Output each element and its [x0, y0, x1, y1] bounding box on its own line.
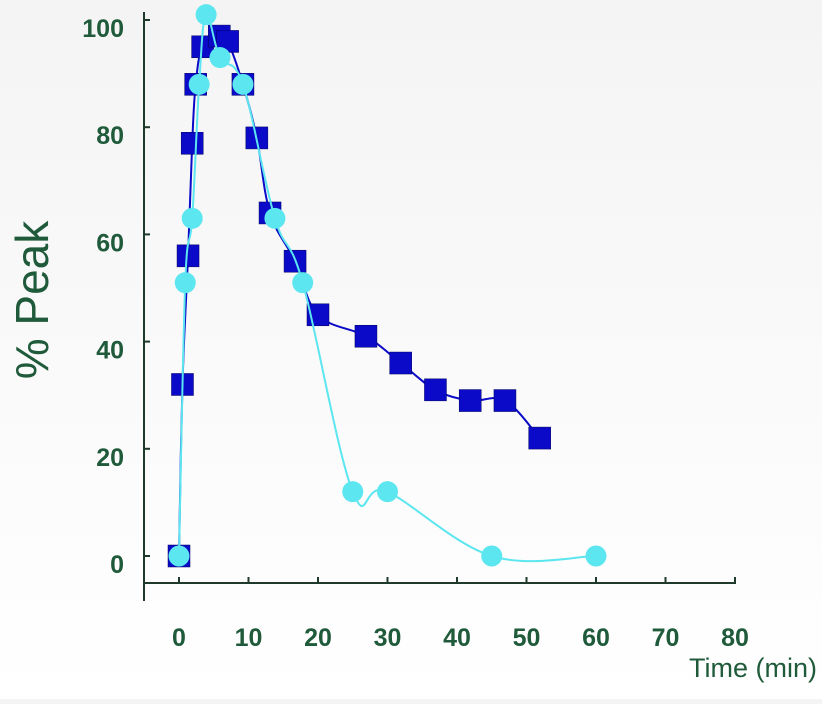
data-point [209, 47, 231, 69]
y-tick-label: 60 [96, 229, 124, 257]
data-point [493, 389, 517, 412]
data-point [180, 132, 204, 155]
x-tick-label: 20 [304, 624, 332, 652]
data-point [188, 73, 210, 95]
series-line [178, 13, 597, 563]
axes: 0 10 20 30 40 50 60 70 80 0 20 40 60 80 100 [82, 12, 749, 652]
data-point [424, 378, 447, 402]
data-point [174, 272, 196, 294]
x-axis-label: Time (min) [689, 653, 817, 683]
x-tick-label: 40 [443, 624, 471, 652]
data-point [264, 207, 286, 229]
x-tick-label: 70 [652, 624, 680, 652]
y-tick-label: 100 [82, 15, 124, 43]
data-point [292, 272, 314, 294]
x-tick-label: 80 [721, 624, 749, 652]
y-axis-label: % Peak [6, 220, 58, 380]
x-tick-label: 0 [172, 624, 186, 652]
series-line [178, 34, 541, 557]
data-point [195, 4, 217, 26]
data-point [232, 73, 254, 95]
series-layer [167, 4, 607, 568]
x-tick-label: 60 [582, 624, 610, 652]
data-point [528, 426, 551, 450]
y-tick-label: 80 [96, 122, 124, 150]
x-tick-label: 50 [513, 624, 541, 652]
series-1 [168, 4, 607, 567]
data-point [168, 545, 190, 567]
data-point [389, 351, 412, 375]
data-point [377, 481, 398, 503]
data-point [481, 545, 503, 567]
data-point [181, 207, 203, 229]
y-tick-label: 40 [96, 337, 124, 365]
x-tick-label: 10 [235, 624, 263, 652]
x-tick-label: 30 [374, 624, 402, 652]
data-point [458, 389, 482, 412]
data-point [585, 545, 607, 567]
y-tick-label: 20 [96, 444, 124, 472]
data-point [342, 481, 364, 503]
y-tick-label: 0 [110, 551, 124, 579]
data-point [354, 324, 378, 348]
